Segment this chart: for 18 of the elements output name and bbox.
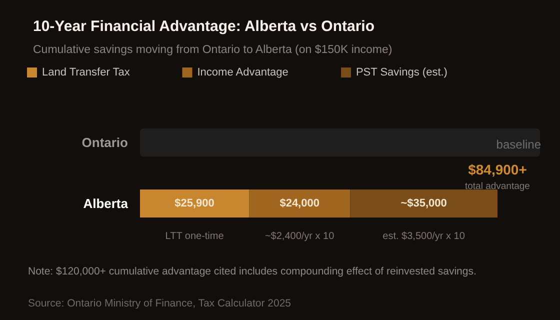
annotation: ~$2,400/yr x 10	[264, 231, 335, 242]
legend-label: Land Transfer Tax	[42, 66, 130, 78]
legend-label: Income Advantage	[197, 66, 288, 78]
y-tick-label: Alberta	[83, 196, 129, 211]
annotation: LTT one-time	[165, 231, 224, 242]
source-note: Source: Ontario Ministry of Finance, Tax Calculator 2025	[28, 298, 292, 310]
data-label: $25,900	[174, 198, 214, 210]
text: Note: $120,000+ cumulative advantage cited includes compounding effect of reinvested savings.	[28, 266, 476, 278]
total-label: $84,900+	[468, 162, 527, 178]
annotation: total advantage	[464, 181, 530, 192]
chart-subtitle: Cumulative savings moving from Ontario to Alberta (on $150K income)	[33, 44, 392, 56]
chart-title: 10-Year Financial Advantage: Alberta vs Ontario	[33, 18, 374, 35]
legend-label: PST Savings (est.)	[356, 66, 448, 78]
data-label: baseline	[496, 138, 542, 152]
data-label: ~$35,000	[400, 198, 447, 210]
annotation: est. $3,500/yr x 10	[382, 231, 466, 242]
y-tick-label: Ontario	[82, 135, 128, 150]
data-label: $24,000	[280, 198, 320, 210]
